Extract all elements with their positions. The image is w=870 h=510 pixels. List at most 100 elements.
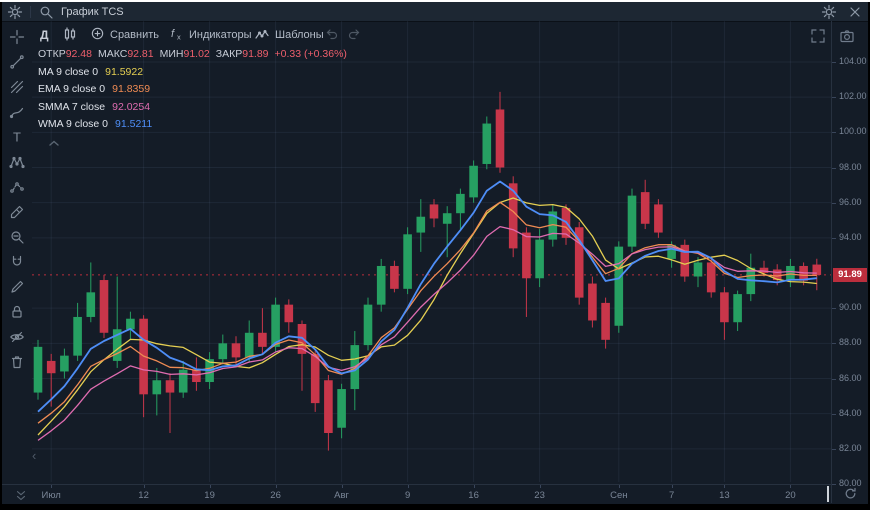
- templates-button[interactable]: Шаблоны: [254, 26, 324, 44]
- price-tick-label: 102.00: [839, 91, 867, 102]
- chevron-left-icon[interactable]: ‹: [32, 448, 37, 463]
- low-label: МИН: [159, 48, 184, 60]
- time-axis[interactable]: Июл 12 19 26 Авг 9 16 23 Сен 7 13 20: [2, 484, 831, 504]
- ohlc-row[interactable]: ОТКР92.48 МАКС92.81 МИН91.02 ЗАКР91.89 +0.33…: [38, 48, 353, 60]
- time-tick-label: 20: [785, 490, 796, 501]
- plus-circle-icon: [90, 26, 105, 44]
- templates-label: Шаблоны: [275, 29, 324, 41]
- trash-icon[interactable]: [9, 354, 25, 370]
- text-icon[interactable]: T: [9, 129, 25, 145]
- time-tick-mark: [790, 485, 792, 488]
- indicator-row-ema[interactable]: EMA 9 close 0 91.8359: [38, 83, 353, 95]
- price-axis[interactable]: 91.89 104.00 102.00 100.00 98.00 96.00 94.00 9…: [831, 21, 868, 503]
- close-icon[interactable]: [847, 4, 863, 20]
- settings-gear-icon[interactable]: [821, 4, 837, 20]
- price-tick-mark: [832, 484, 836, 485]
- magnet-icon[interactable]: [9, 254, 25, 270]
- fullscreen-icon[interactable]: [810, 28, 826, 44]
- time-tick-mark: [539, 485, 541, 488]
- time-tick-label: 9: [404, 490, 411, 501]
- indicators-label: Индикаторы: [189, 29, 252, 41]
- price-tick-label: 90.00: [839, 302, 862, 313]
- xabcd-pattern-icon[interactable]: [9, 154, 25, 170]
- close-label: ЗАКР: [215, 48, 243, 60]
- forecast-icon[interactable]: [9, 179, 25, 195]
- compare-button[interactable]: Сравнить: [90, 26, 159, 44]
- indicator-value: 91.8359: [112, 83, 151, 95]
- gear-icon[interactable]: [7, 4, 23, 20]
- indicator-row-smma[interactable]: SMMA 7 close 92.0254: [38, 101, 353, 113]
- undo-icon: [324, 26, 340, 45]
- candlestick-chart[interactable]: [32, 21, 831, 482]
- refresh-circle-icon[interactable]: [843, 486, 858, 501]
- zoom-out-icon[interactable]: [9, 229, 25, 245]
- price-tick-mark: [832, 378, 836, 380]
- lock-icon[interactable]: [9, 304, 25, 320]
- redo-icon: [346, 26, 362, 45]
- price-tick-mark: [832, 413, 836, 415]
- price-tick-mark: [832, 448, 836, 450]
- indicator-value: 91.5211: [115, 118, 153, 130]
- price-tick-mark: [832, 237, 836, 239]
- price-tick-mark: [832, 167, 836, 169]
- indicator-name: MA 9 close 0: [38, 65, 99, 78]
- trend-line-icon[interactable]: [9, 54, 25, 70]
- close-value: 91.89: [242, 48, 269, 60]
- time-tick-label: 7: [668, 490, 675, 501]
- titlebar-divider: [30, 5, 31, 18]
- caret-up-icon[interactable]: [48, 134, 60, 146]
- crosshair-icon[interactable]: [9, 29, 25, 45]
- price-tick-mark: [832, 202, 836, 204]
- compare-label: Сравнить: [110, 29, 160, 41]
- time-tick-mark: [51, 485, 53, 488]
- price-tick-label: 96.00: [839, 196, 862, 207]
- indicator-name: SMMA 7 close: [38, 100, 106, 113]
- low-value: 91.02: [183, 48, 210, 60]
- titlebar: График TCS: [2, 2, 868, 22]
- interval-button[interactable]: Д: [40, 28, 49, 42]
- svg-text:x: x: [177, 32, 181, 41]
- chart-title: График TCS: [61, 5, 124, 18]
- drawing-toolbar: T: [2, 21, 32, 489]
- chart-type-button[interactable]: [62, 26, 78, 44]
- price-tick-label: 82.00: [839, 442, 862, 453]
- price-tick-label: 86.00: [839, 372, 862, 383]
- search-icon[interactable]: [38, 4, 54, 20]
- open-value: 92.48: [65, 48, 92, 60]
- eraser-icon[interactable]: [9, 204, 25, 220]
- time-tick-mark: [618, 485, 620, 488]
- indicator-value: 92.0254: [112, 100, 151, 113]
- time-tick-label: Авг: [334, 490, 350, 501]
- undo-button[interactable]: [324, 26, 340, 44]
- price-tick-label: 88.00: [839, 337, 862, 348]
- last-price-label[interactable]: 91.89: [833, 267, 867, 282]
- high-value: 92.81: [127, 48, 154, 60]
- price-tick-label: 100.00: [839, 126, 867, 137]
- indicator-row-ma[interactable]: MA 9 close 0 91.5922: [38, 66, 353, 78]
- time-tick-label: 23: [534, 490, 545, 501]
- time-tick-label: 12: [138, 490, 149, 501]
- templates-icon: [254, 26, 270, 45]
- indicator-name: WMA 9 close 0: [38, 118, 109, 130]
- time-axis-scroll-thumb[interactable]: [827, 486, 829, 502]
- open-label: ОТКР: [38, 48, 66, 60]
- indicator-row-wma[interactable]: WMA 9 close 0 91.5211: [38, 118, 353, 130]
- legend: ОТКР92.48 МАКС92.81 МИН91.02 ЗАКР91.89 +0.33…: [38, 48, 353, 146]
- gann-fib-icon[interactable]: [9, 79, 25, 95]
- time-tick-label: 19: [204, 490, 215, 501]
- brush-icon[interactable]: [9, 104, 25, 120]
- eye-hide-icon[interactable]: [9, 329, 25, 345]
- double-chevron-down-icon[interactable]: [14, 489, 28, 503]
- camera-icon[interactable]: [839, 28, 855, 44]
- page-top-edge: [0, 0, 870, 2]
- time-tick-label: Июл: [41, 490, 61, 501]
- pencil-icon[interactable]: [9, 279, 25, 295]
- redo-button[interactable]: [346, 26, 362, 44]
- svg-text:T: T: [13, 130, 21, 145]
- time-tick-mark: [275, 485, 277, 488]
- time-tick-label: Сен: [610, 490, 628, 501]
- indicator-name: EMA 9 close 0: [38, 83, 106, 95]
